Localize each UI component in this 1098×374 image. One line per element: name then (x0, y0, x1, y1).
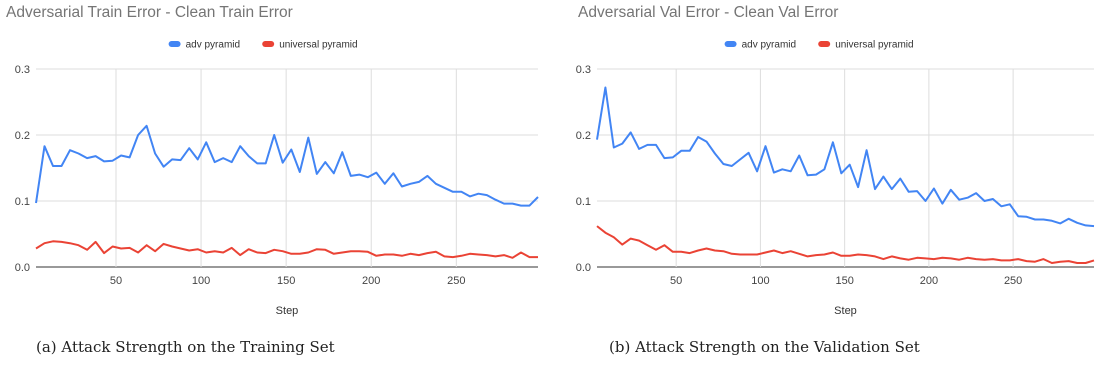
legend-label: adv pyramid (186, 40, 240, 51)
x-tick-label: 50 (670, 275, 682, 287)
figure-caption: (b) Attack Strength on the Validation Se… (609, 338, 920, 356)
series-line-universal-pyramid (35, 240, 538, 259)
line-chart-train: 0.0 0.1 0.2 0.3 50 100 150 200 250 Step adv pyrami… (15, 40, 539, 317)
legend-swatch (168, 41, 181, 47)
series-line-universal-pyramid (596, 225, 1095, 264)
legend-swatch (262, 41, 275, 47)
chart-panel-train: Adversarial Train Error - Clean Train Er… (6, 4, 539, 356)
y-tick-label: 0.1 (576, 196, 591, 208)
legend-label: universal pyramid (279, 40, 357, 51)
y-tick-label: 0.3 (15, 64, 30, 76)
x-tick-label: 100 (192, 275, 210, 287)
y-tick-label: 0.1 (15, 196, 30, 208)
x-tick-label: 200 (920, 275, 938, 287)
x-tick-label: 200 (362, 275, 380, 287)
x-tick-label: 250 (447, 275, 465, 287)
figure-caption: (a) Attack Strength on the Training Set (36, 338, 335, 356)
y-tick-label: 0.2 (576, 130, 591, 142)
x-axis-label: Step (276, 305, 299, 317)
line-chart-val: 0.0 0.1 0.2 0.3 50 100 150 200 250 Step adv pyrami… (576, 40, 1095, 317)
x-tick-label: 250 (1004, 275, 1022, 287)
series-line-adv-pyramid (596, 86, 1095, 228)
y-tick-label: 0.2 (15, 130, 30, 142)
legend-label: universal pyramid (835, 40, 913, 51)
x-tick-label: 150 (835, 275, 853, 287)
legend-swatch (818, 41, 831, 47)
x-tick-label: 150 (277, 275, 295, 287)
x-tick-label: 50 (110, 275, 122, 287)
legend-label: adv pyramid (742, 40, 796, 51)
y-tick-label: 0.3 (576, 64, 591, 76)
y-tick-label: 0.0 (576, 262, 591, 274)
x-axis-label: Step (834, 305, 857, 317)
x-tick-label: 100 (751, 275, 769, 287)
series-line-adv-pyramid (35, 124, 539, 207)
chart-title: Adversarial Val Error - Clean Val Error (578, 4, 839, 21)
chart-panel-val: Adversarial Val Error - Clean Val Error … (549, 0, 1098, 374)
legend-swatch (724, 41, 737, 47)
chart-title: Adversarial Train Error - Clean Train Er… (6, 4, 293, 21)
y-tick-label: 0.0 (15, 262, 30, 274)
